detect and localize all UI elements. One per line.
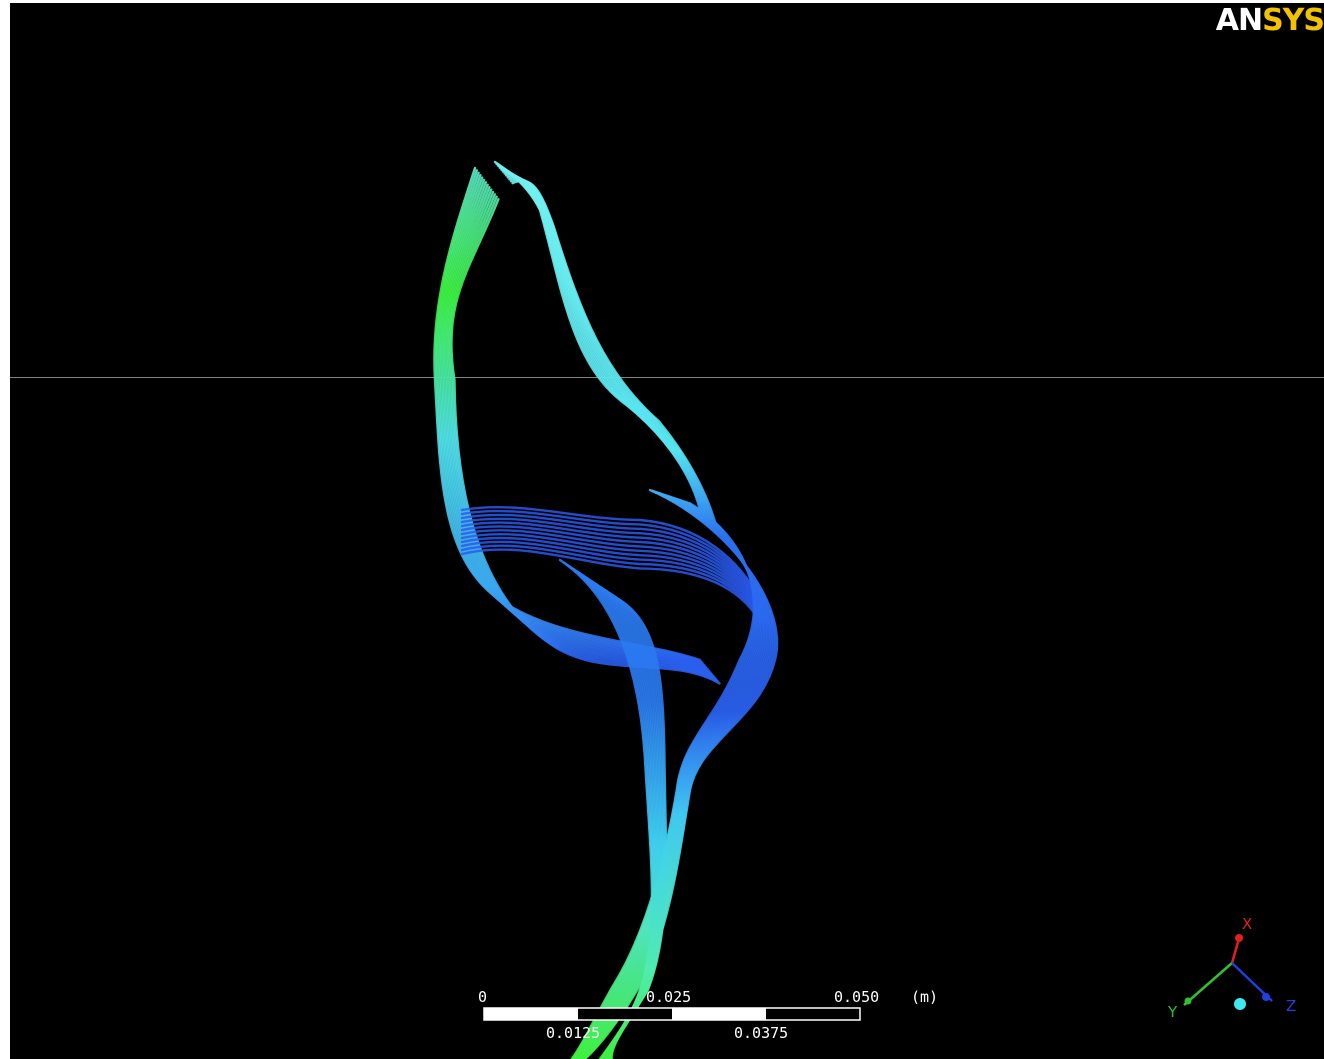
- y-axis-label: Y: [1167, 1003, 1178, 1021]
- axis-origin-sphere: [1234, 998, 1246, 1010]
- streamline-middle: [460, 548, 762, 624]
- streamline-left: [438, 176, 708, 669]
- scale-label-0: 0: [478, 988, 488, 1006]
- streamline-left: [441, 181, 711, 672]
- scale-label-00125: 0.0125: [546, 1024, 601, 1042]
- streamline-middle: [460, 521, 762, 610]
- y-axis-marker: [1184, 997, 1192, 1005]
- scale-label-00375: 0.0375: [734, 1024, 789, 1042]
- z-axis-label: Z: [1286, 997, 1296, 1015]
- x-axis-marker: [1235, 934, 1243, 942]
- streamline-bulge-trunk: [570, 502, 756, 1059]
- streamline-middle: [460, 509, 762, 604]
- streamline-middle: [460, 532, 762, 616]
- streamline-middle: [460, 540, 762, 620]
- streamline-left: [439, 178, 709, 671]
- streamline-right-upper: [511, 179, 719, 533]
- logo-part-an: AN: [1215, 3, 1263, 38]
- y-axis-line: [1183, 962, 1233, 1006]
- scale-bar-segment-1: [484, 1008, 578, 1020]
- x-axis-label: X: [1242, 915, 1252, 933]
- z-axis-marker: [1262, 993, 1270, 1001]
- axis-triad[interactable]: X Y Z: [1160, 905, 1310, 1025]
- streamline-left: [433, 166, 702, 662]
- scale-unit-label: (m): [911, 988, 939, 1006]
- streamline-middle: [460, 529, 762, 614]
- scale-label-0050: 0.050: [834, 988, 880, 1006]
- streamline-left: [437, 174, 706, 667]
- streamline-middle: [460, 517, 762, 608]
- ansys-logo: ANSYS: [1216, 4, 1324, 38]
- streamline-middle: [460, 525, 762, 612]
- scale-bar-segment-3: [672, 1008, 766, 1020]
- streamline-middle: [460, 513, 762, 606]
- scale-label-0025: 0.025: [646, 988, 692, 1006]
- streamline-left: [435, 171, 705, 665]
- streamline-left: [442, 183, 712, 674]
- viewport-divider-line: [10, 377, 1324, 378]
- streamline-left: [434, 169, 703, 663]
- streamline-middle: [460, 544, 762, 622]
- logo-part-sys: SYS: [1262, 3, 1324, 38]
- streamline-left: [450, 198, 721, 685]
- streamline-left: [446, 190, 717, 680]
- streamline-middle: [460, 536, 762, 618]
- streamline-middle: [460, 506, 762, 602]
